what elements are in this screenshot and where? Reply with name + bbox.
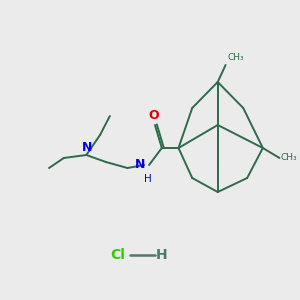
Text: CH₃: CH₃ (280, 154, 297, 163)
Text: Cl: Cl (110, 248, 125, 262)
Text: N: N (82, 141, 92, 154)
Text: H: H (144, 174, 152, 184)
Text: O: O (149, 109, 159, 122)
Text: H: H (156, 248, 168, 262)
Text: CH₃: CH₃ (227, 53, 244, 62)
Text: N: N (135, 158, 145, 170)
